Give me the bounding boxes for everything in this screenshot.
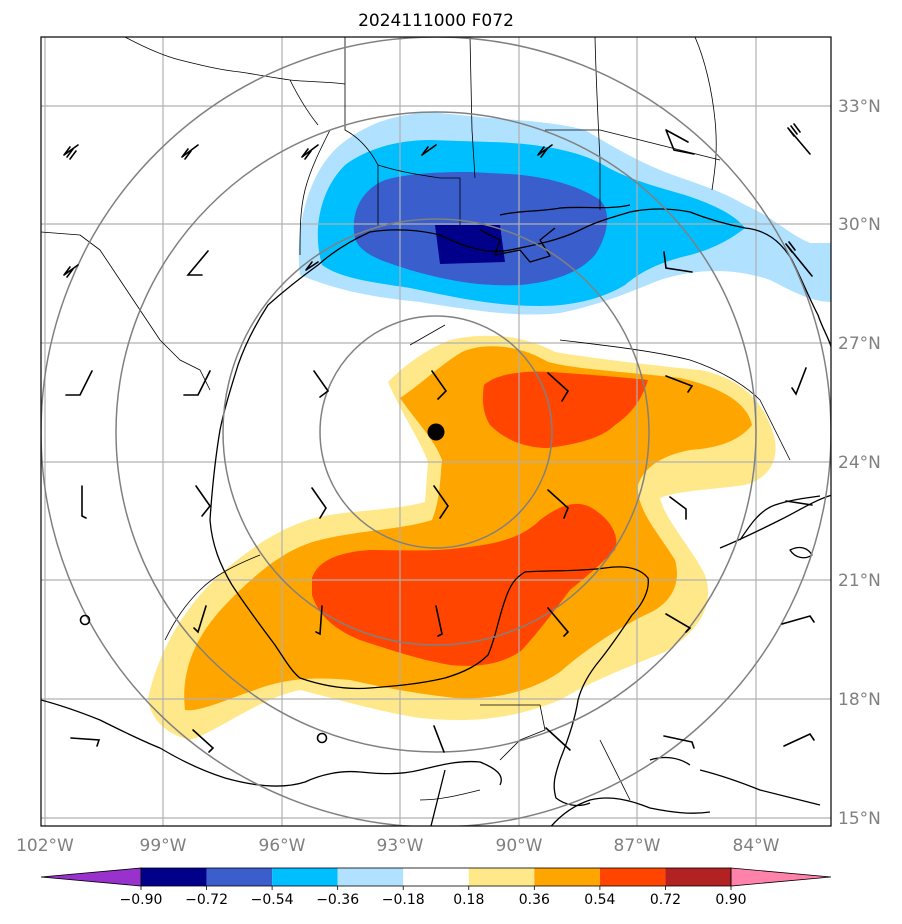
coastlines bbox=[41, 204, 831, 826]
colorbar: −0.90 −0.72 −0.54 −0.36 −0.18 0.18 0.36 0.54 0.7… bbox=[40, 867, 832, 908]
colorbar-tick-label: −0.72 bbox=[185, 892, 228, 908]
map-frame bbox=[40, 36, 832, 827]
calm-wind-circle bbox=[316, 732, 328, 744]
lon-label: 96°W bbox=[259, 836, 306, 856]
colorbar-tick-label: −0.36 bbox=[316, 892, 359, 908]
latitude-axis-labels: 33°N 30°N 27°N 24°N 21°N 18°N 15°N bbox=[838, 97, 881, 829]
lat-label: 18°N bbox=[838, 690, 881, 710]
colorbar-segment bbox=[534, 868, 600, 886]
lat-label: 33°N bbox=[838, 97, 881, 117]
lon-label: 84°W bbox=[733, 836, 780, 856]
colorbar-segment bbox=[206, 868, 273, 886]
positive-anomaly-region bbox=[148, 335, 776, 740]
colorbar-outline bbox=[140, 867, 732, 887]
colorbar-segment bbox=[141, 868, 207, 886]
colorbar-segment bbox=[599, 868, 666, 886]
colorbar-segment bbox=[272, 868, 338, 886]
colorbar-segment bbox=[403, 868, 469, 886]
colorbar-segment bbox=[665, 868, 731, 886]
colorbar-tick-label: 0.90 bbox=[715, 892, 746, 908]
negative-anomaly-region bbox=[298, 112, 831, 315]
colorbar-tick-label: 0.72 bbox=[650, 892, 681, 908]
colorbar-tick-label: 0.18 bbox=[453, 892, 484, 908]
political-borders bbox=[41, 37, 791, 801]
colorbar-tick-label: −0.54 bbox=[251, 892, 294, 908]
wind-barbs bbox=[63, 123, 815, 753]
lon-label: 102°W bbox=[16, 836, 74, 856]
lon-label: 99°W bbox=[140, 836, 187, 856]
colorbar-tick-label: 0.36 bbox=[519, 892, 550, 908]
colorbar-segment bbox=[468, 868, 535, 886]
colorbar-under-extension bbox=[40, 867, 142, 887]
lon-label: 93°W bbox=[377, 836, 424, 856]
map-title: 2024111000 F072 bbox=[358, 11, 514, 31]
lat-label: 30°N bbox=[838, 215, 881, 235]
lat-label: 15°N bbox=[838, 809, 881, 829]
colorbar-tick-label: −0.90 bbox=[120, 892, 163, 908]
colorbar-over-extension bbox=[730, 867, 832, 887]
longitude-axis-labels: 102°W 99°W 96°W 93°W 90°W 87°W 84°W bbox=[16, 836, 780, 856]
colorbar-tick-label: −0.18 bbox=[382, 892, 425, 908]
lat-label: 21°N bbox=[838, 571, 881, 591]
lon-label: 90°W bbox=[496, 836, 543, 856]
lat-label: 27°N bbox=[838, 334, 881, 354]
colorbar-tick-label: 0.54 bbox=[584, 892, 615, 908]
colorbar-segment bbox=[337, 868, 404, 886]
storm-center-marker bbox=[427, 423, 445, 441]
lon-label: 87°W bbox=[614, 836, 661, 856]
lat-label: 24°N bbox=[838, 453, 881, 473]
range-rings bbox=[41, 37, 831, 826]
calm-wind-circle bbox=[79, 614, 91, 626]
